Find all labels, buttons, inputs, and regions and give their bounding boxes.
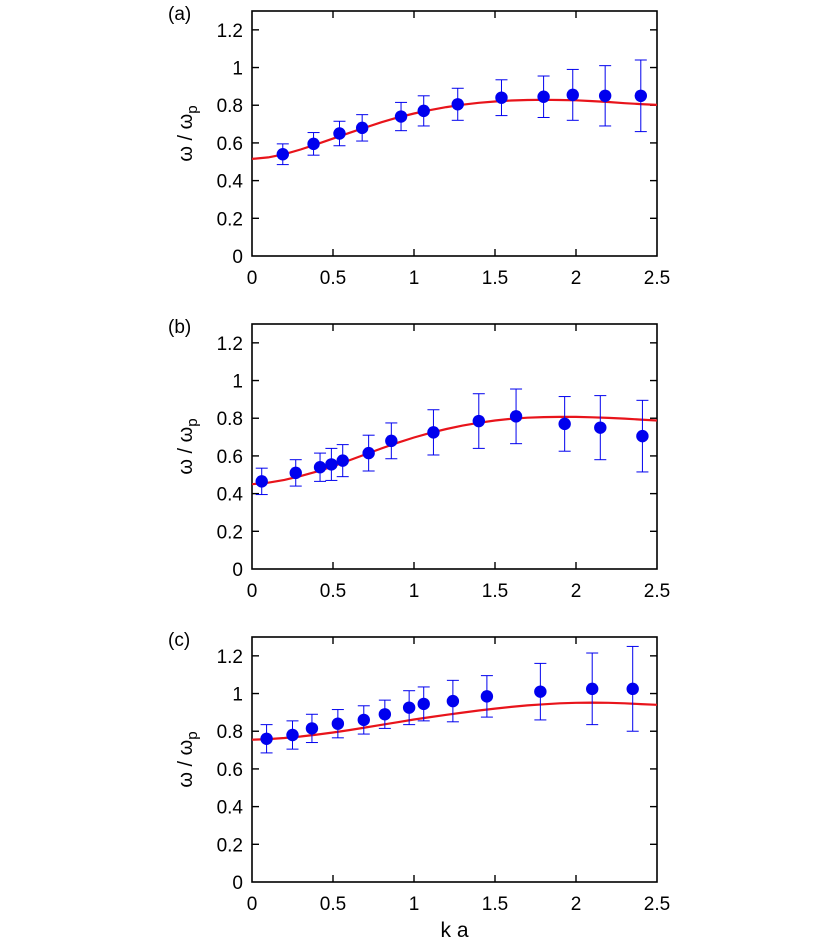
x-tick-label: 1.5 xyxy=(482,268,508,289)
x-tick-label: 2 xyxy=(571,268,582,289)
y-tick-label: 0.8 xyxy=(217,409,243,430)
x-tick-label: 2 xyxy=(571,894,582,915)
data-point xyxy=(331,717,345,730)
x-tick-label: 0.5 xyxy=(320,894,346,915)
data-point xyxy=(305,722,319,735)
data-point xyxy=(636,429,649,443)
y-axis-label: ω / ωp xyxy=(175,418,201,474)
data-point xyxy=(385,434,398,448)
x-tick-label: 1.5 xyxy=(482,894,508,915)
data-point xyxy=(558,417,571,431)
x-tick-label: 1 xyxy=(409,268,420,289)
y-tick-label: 0.4 xyxy=(217,798,244,819)
data-point xyxy=(446,694,460,708)
plot-frame xyxy=(251,323,658,570)
y-tick-label: 0 xyxy=(232,247,243,268)
y-tick-label: 0.2 xyxy=(217,209,243,230)
data-point xyxy=(534,685,547,698)
data-point xyxy=(355,121,369,135)
y-tick-label: 0.6 xyxy=(217,447,243,468)
data-point xyxy=(626,682,639,696)
x-tick-label: 2.5 xyxy=(644,894,670,915)
data-point xyxy=(378,708,392,721)
y-tick-label: 0 xyxy=(232,560,243,581)
y-tick-label: 1.2 xyxy=(217,647,243,668)
data-point xyxy=(394,110,408,123)
y-tick-label: 1 xyxy=(232,59,243,80)
data-point xyxy=(495,91,508,104)
data-point xyxy=(586,682,599,696)
y-tick-label: 1.2 xyxy=(217,21,243,42)
x-tick-label: 1 xyxy=(409,894,420,915)
panel-c: 0 0.2 0.4 0.6 0.8 1 1.2 0 0.5 1 1.5 2 2.5 (c) ω / ωp k … xyxy=(168,630,670,942)
data-point xyxy=(362,446,375,460)
x-tick-label: 0.5 xyxy=(320,268,346,289)
panel-label: (c) xyxy=(168,630,190,651)
data-point xyxy=(276,148,289,161)
data-point xyxy=(509,410,523,423)
data-point xyxy=(255,475,268,488)
y-tick-label: 1 xyxy=(232,685,243,706)
y-tick-label: 0.8 xyxy=(217,722,243,743)
data-point xyxy=(333,127,346,140)
y-tick-label: 0.4 xyxy=(217,485,244,506)
model-curve xyxy=(252,701,657,741)
data-point xyxy=(417,104,430,118)
x-tick-label: 0 xyxy=(247,581,258,602)
panel-b: 0 0.2 0.4 0.6 0.8 1 1.2 0 0.5 1 1.5 2 2.5 (b) ω / ωp xyxy=(168,317,670,602)
data-point xyxy=(289,466,302,480)
plot-frame xyxy=(251,10,658,257)
plot-frame xyxy=(251,636,658,883)
y-tick-label: 0.6 xyxy=(217,134,243,155)
data-point xyxy=(634,89,647,103)
x-axis-label: k a xyxy=(440,919,468,942)
x-tick-label: 1.5 xyxy=(482,581,508,602)
data-point xyxy=(417,697,430,711)
panel-label: (b) xyxy=(168,317,191,338)
y-tick-label: 1 xyxy=(232,372,243,393)
data-point xyxy=(480,690,494,703)
data-point xyxy=(472,414,485,428)
data-point xyxy=(402,701,416,714)
y-tick-label: 1.2 xyxy=(217,334,243,355)
data-point xyxy=(357,713,370,727)
y-axis-label: ω / ωp xyxy=(175,105,201,161)
y-tick-label: 0 xyxy=(232,873,243,894)
data-point xyxy=(307,137,320,151)
x-tick-label: 0 xyxy=(247,894,258,915)
data-point xyxy=(427,426,440,439)
x-tick-label: 0.5 xyxy=(320,581,346,602)
data-point xyxy=(451,98,464,111)
x-tick-label: 2.5 xyxy=(644,581,670,602)
y-tick-label: 0.2 xyxy=(217,835,243,856)
data-point xyxy=(566,88,579,102)
panel-label: (a) xyxy=(168,4,191,25)
y-axis-label: ω / ωp xyxy=(175,731,201,787)
y-tick-label: 0.6 xyxy=(217,760,243,781)
y-tick-label: 0.2 xyxy=(217,522,243,543)
y-tick-label: 0.8 xyxy=(217,96,243,117)
data-point xyxy=(336,454,349,467)
data-point xyxy=(594,421,607,434)
y-tick-label: 0.4 xyxy=(217,172,244,193)
data-point xyxy=(537,90,550,103)
data-point xyxy=(325,458,338,471)
data-point xyxy=(260,732,273,745)
x-tick-label: 1 xyxy=(409,581,420,602)
data-point xyxy=(598,89,612,103)
data-point xyxy=(313,461,327,474)
data-point xyxy=(286,728,299,742)
panel-a: 0 0.2 0.4 0.6 0.8 1 1.2 0 0.5 1 1.5 2 2.5 (a) ω / ωp xyxy=(168,4,670,289)
x-tick-label: 2.5 xyxy=(644,268,670,289)
x-tick-label: 2 xyxy=(571,581,582,602)
x-tick-label: 0 xyxy=(247,268,258,289)
